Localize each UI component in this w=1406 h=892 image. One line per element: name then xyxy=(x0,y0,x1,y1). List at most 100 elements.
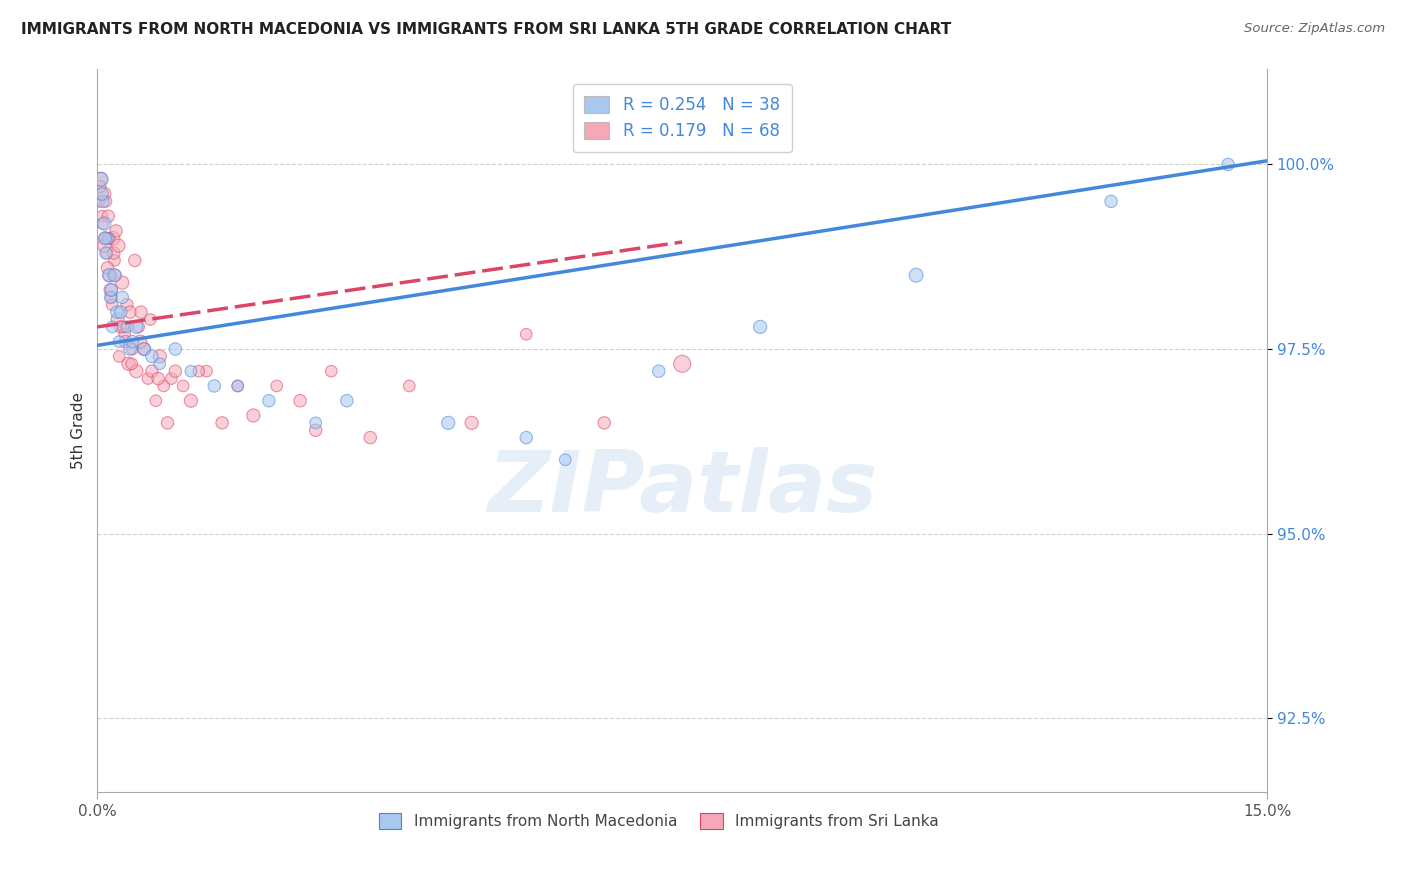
Point xyxy=(195,364,218,378)
Point xyxy=(671,357,693,371)
Point xyxy=(94,194,117,209)
Point xyxy=(108,334,131,349)
Point xyxy=(1216,157,1239,171)
Point xyxy=(100,283,122,297)
Text: ZIPatlas: ZIPatlas xyxy=(486,447,877,530)
Point xyxy=(117,357,139,371)
Point xyxy=(145,393,167,408)
Point xyxy=(91,187,114,202)
Point xyxy=(257,393,280,408)
Point xyxy=(593,416,616,430)
Point xyxy=(211,416,233,430)
Point xyxy=(94,231,117,245)
Point xyxy=(100,290,122,304)
Point xyxy=(93,238,115,252)
Point xyxy=(141,350,163,364)
Point xyxy=(97,209,120,223)
Point xyxy=(160,371,183,385)
Point xyxy=(101,319,124,334)
Point xyxy=(96,231,118,245)
Point xyxy=(111,276,134,290)
Point xyxy=(104,268,127,283)
Point xyxy=(107,312,129,326)
Point xyxy=(125,364,148,378)
Point xyxy=(139,312,162,326)
Point xyxy=(125,319,148,334)
Point xyxy=(129,305,152,319)
Point xyxy=(91,209,114,223)
Point xyxy=(100,283,122,297)
Point xyxy=(90,172,112,186)
Point xyxy=(98,268,121,283)
Point xyxy=(359,431,381,445)
Point xyxy=(266,379,288,393)
Point xyxy=(905,268,928,283)
Point xyxy=(121,357,143,371)
Point xyxy=(648,364,671,378)
Point xyxy=(105,305,128,319)
Point xyxy=(460,416,482,430)
Point xyxy=(120,305,142,319)
Point xyxy=(89,172,111,186)
Point xyxy=(128,319,150,334)
Point xyxy=(165,364,187,378)
Point xyxy=(110,305,132,319)
Y-axis label: 5th Grade: 5th Grade xyxy=(72,392,86,468)
Point xyxy=(172,379,194,393)
Point xyxy=(103,253,125,268)
Point xyxy=(94,246,117,260)
Point xyxy=(242,409,264,423)
Point xyxy=(134,342,156,356)
Point xyxy=(107,238,129,252)
Point xyxy=(87,194,110,209)
Point xyxy=(110,319,132,334)
Point xyxy=(180,364,202,378)
Point xyxy=(515,327,537,342)
Point xyxy=(149,357,172,371)
Point xyxy=(554,452,576,467)
Point xyxy=(226,379,249,393)
Point xyxy=(115,298,138,312)
Point xyxy=(152,379,174,393)
Point xyxy=(288,393,311,408)
Point xyxy=(437,416,460,430)
Point xyxy=(226,379,249,393)
Point xyxy=(129,334,152,349)
Point xyxy=(91,217,114,231)
Point xyxy=(141,364,163,378)
Point xyxy=(136,371,159,385)
Point xyxy=(121,342,143,356)
Point xyxy=(91,194,114,209)
Point xyxy=(115,319,138,334)
Point xyxy=(121,334,143,349)
Point xyxy=(149,350,172,364)
Text: Source: ZipAtlas.com: Source: ZipAtlas.com xyxy=(1244,22,1385,36)
Point xyxy=(112,319,135,334)
Point xyxy=(96,246,118,260)
Text: IMMIGRANTS FROM NORTH MACEDONIA VS IMMIGRANTS FROM SRI LANKA 5TH GRADE CORRELATI: IMMIGRANTS FROM NORTH MACEDONIA VS IMMIG… xyxy=(21,22,952,37)
Point xyxy=(187,364,209,378)
Point xyxy=(120,342,142,356)
Point xyxy=(100,290,122,304)
Point xyxy=(93,187,115,202)
Point xyxy=(101,298,124,312)
Point xyxy=(398,379,420,393)
Point xyxy=(93,217,115,231)
Point xyxy=(98,268,121,283)
Point xyxy=(146,371,169,385)
Point xyxy=(124,253,146,268)
Point xyxy=(305,423,328,437)
Point xyxy=(165,342,187,356)
Point xyxy=(96,260,118,275)
Point xyxy=(749,319,772,334)
Point xyxy=(89,179,111,194)
Point xyxy=(103,268,125,283)
Point xyxy=(305,416,328,430)
Point xyxy=(515,431,537,445)
Point xyxy=(114,334,136,349)
Point xyxy=(105,224,128,238)
Point xyxy=(180,393,202,408)
Point xyxy=(94,231,117,245)
Point xyxy=(98,231,121,245)
Point xyxy=(101,231,124,245)
